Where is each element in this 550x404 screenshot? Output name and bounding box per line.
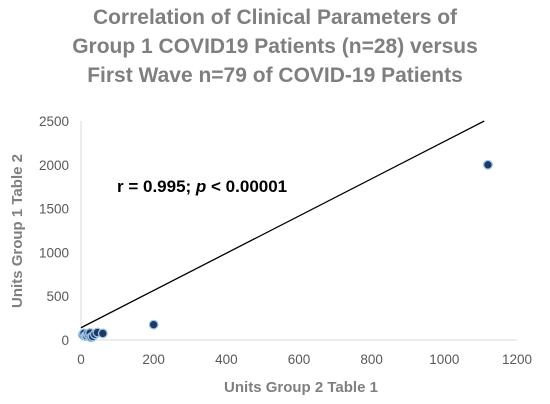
y-tick-label: 2500: [39, 114, 69, 129]
y-tick-label: 1500: [39, 202, 69, 217]
chart-title-line-3: First Wave n=79 of COVID-19 Patients: [87, 64, 463, 87]
y-tick-label: 1000: [39, 245, 69, 260]
y-tick-label: 0: [61, 333, 69, 348]
x-tick-label: 1200: [502, 352, 532, 367]
y-tick-label: 500: [46, 289, 69, 304]
y-tick-labels: 0 500 1000 1500 2000 2500: [39, 114, 69, 348]
axes: [80, 121, 517, 341]
data-points: [77, 159, 493, 343]
x-tick-label: 200: [142, 352, 165, 367]
x-tick-label: 1000: [429, 352, 459, 367]
x-tick-label: 600: [288, 352, 311, 367]
x-axis-title: Units Group 2 Table 1: [224, 379, 378, 396]
chart-title-line-2: Group 1 COVID19 Patients (n=28) versus: [72, 35, 478, 58]
y-tick-label: 2000: [39, 158, 69, 173]
x-tick-label: 0: [77, 352, 85, 367]
data-point: [97, 328, 108, 339]
data-point: [148, 319, 159, 330]
x-tick-labels: 0 200 400 600 800 1000 1200: [77, 352, 532, 367]
trendline: [80, 120, 485, 329]
r-value-text: r = 0.995;: [117, 177, 196, 196]
chart-title: Correlation of Clinical Parameters of Gr…: [72, 6, 478, 87]
x-tick-label: 800: [360, 352, 383, 367]
p-value-text: < 0.00001: [206, 177, 287, 196]
x-tick-label: 400: [215, 352, 238, 367]
correlation-annotation: r = 0.995; p < 0.00001: [117, 177, 287, 196]
data-point: [482, 159, 493, 170]
y-axis-title: Units Group 1 Table 2: [9, 154, 26, 308]
chart-title-line-1: Correlation of Clinical Parameters of: [93, 6, 458, 29]
p-letter-text: p: [195, 177, 206, 196]
